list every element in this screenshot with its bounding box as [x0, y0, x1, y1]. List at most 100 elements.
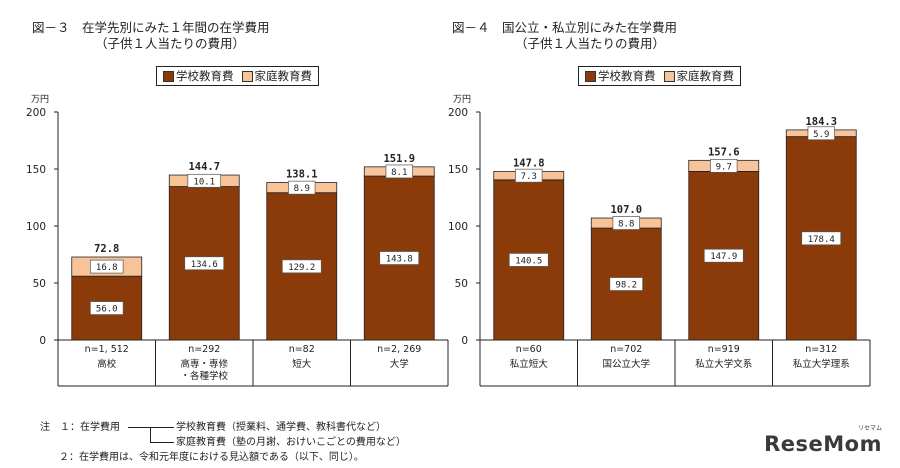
chart2-y-tick-label: 50 — [455, 278, 468, 290]
chart2-sample-size-label: n=60 — [516, 344, 542, 355]
chart1-home-value-label-box — [89, 259, 124, 274]
legend-home-label: 家庭教育費 — [676, 69, 735, 83]
legend-home-fee: 家庭教育費 — [663, 68, 735, 84]
chart1-title-line2: （子供１人当たりの費用） — [95, 36, 246, 51]
legend-home-swatch — [663, 70, 675, 82]
chart1-sample-size-label: n=292 — [188, 344, 220, 355]
chart1-total-label: 151.9 — [383, 153, 415, 165]
chart2-total-label: 107.0 — [610, 204, 642, 216]
chart2-y-tick-label: 0 — [461, 335, 468, 347]
legend-home-fee: 家庭教育費 — [241, 68, 313, 84]
chart1-total-label: 72.8 — [94, 243, 119, 255]
chart1-y-tick-label: 100 — [26, 221, 46, 233]
chart2-y-tick-label: 100 — [448, 221, 468, 233]
chart2-sample-size-label: n=312 — [805, 344, 837, 355]
chart2-home-value-label-box — [807, 126, 835, 141]
chart2-school-value-label: 147.9 — [710, 252, 737, 262]
chart2-school-value-label: 98.2 — [615, 281, 637, 291]
chart2-home-value-label: 8.8 — [618, 220, 634, 230]
chart1-home-value-label: 10.1 — [193, 177, 215, 187]
chart1-sample-size-label: n=1, 512 — [85, 344, 129, 355]
chart2-home-value-label-box — [710, 159, 738, 173]
resemom-logo: ReseMom リセマム — [764, 425, 882, 456]
note-1-prefix: 注 １：在学費用 — [40, 422, 120, 433]
note-bracket-vertical — [150, 428, 151, 442]
legend-school-fee: 学校教育費 — [585, 68, 656, 84]
chart1-category-label: 高専・専修 — [180, 358, 228, 370]
chart1-legend: 学校教育費 家庭教育費 — [156, 66, 319, 86]
chart1-home-value-label-box — [385, 164, 413, 179]
chart1-school-value-label: 134.6 — [191, 260, 218, 270]
chart2-y-unit: 万円 — [453, 94, 471, 105]
chart2-school-value-label: 140.5 — [515, 256, 542, 266]
chart2-title-line2: （子供１人当たりの費用） — [515, 36, 666, 51]
chart1-y-tick-label: 150 — [26, 164, 46, 176]
chart1-category-label: ・各種学校 — [180, 370, 228, 382]
chart1-y-tick-label: 200 — [26, 107, 46, 119]
chart1-school-value-label-box — [281, 259, 322, 274]
chart2-category-label: 私立大学文系 — [695, 358, 752, 370]
chart2-school-value-label-box — [609, 277, 643, 291]
note-line-1: 注 １：在学費用 学校教育費（授業料、通学費、教科書代など） — [40, 420, 386, 435]
note-bracket-bottom — [150, 442, 174, 443]
chart1-school-value-label: 56.0 — [96, 305, 118, 315]
chart1-school-value-label: 143.8 — [386, 255, 413, 265]
chart1-school-value-label-box — [89, 301, 124, 315]
note-line-3: ２：在学費用は、令和元年度における見込額である（以下、同じ）。 — [40, 450, 364, 465]
chart2-total-label: 147.8 — [513, 158, 545, 170]
legend-school-swatch — [163, 70, 174, 82]
chart1-school-value-label-box — [184, 256, 225, 271]
chart2-home-value-label: 5.9 — [813, 130, 829, 140]
note-school-text: 学校教育費（授業料、通学費、教科書代など） — [176, 422, 386, 433]
legend-school-fee: 学校教育費 — [163, 68, 234, 84]
chart2-sample-size-label: n=919 — [708, 344, 740, 355]
chart2-home-value-label-box — [612, 216, 640, 230]
legend-school-label: 学校教育費 — [598, 69, 656, 83]
chart1-home-value-label-box — [288, 180, 316, 195]
chart1-total-label: 138.1 — [286, 169, 318, 181]
chart2-total-label: 157.6 — [708, 146, 740, 158]
chart1-total-label: 144.7 — [188, 161, 220, 173]
chart1-home-value-label: 16.8 — [96, 263, 118, 273]
chart2-y-tick-label: 200 — [448, 107, 468, 119]
charts-canvas: 万円 0 50 100 150 200 56.0 16.8 72.8 n=1, 512 高校 134.… — [26, 94, 871, 387]
chart2-category-label: 国公立大学 — [602, 358, 650, 370]
chart2-category-label: 私立大学理系 — [793, 358, 850, 370]
logo-text: ReseMom — [764, 432, 882, 456]
chart2-legend: 学校教育費 家庭教育費 — [578, 66, 741, 86]
chart1-y-unit: 万円 — [31, 94, 49, 105]
chart2-home-value-label: 7.3 — [521, 172, 537, 182]
chart1-sample-size-label: n=82 — [289, 344, 315, 355]
chart2-home-value-label: 9.7 — [716, 162, 732, 172]
chart1-home-value-label: 8.9 — [294, 184, 310, 194]
footnotes: 注 １：在学費用 学校教育費（授業料、通学費、教科書代など） 家庭教育費（塾の月… — [40, 420, 406, 465]
chart2-school-value-label: 178.4 — [808, 235, 835, 245]
note-line-2: 家庭教育費（塾の月謝、おけいこごとの費用など） — [40, 428, 406, 450]
chart1-category-label: 短大 — [292, 358, 312, 370]
note-home-text: 家庭教育費（塾の月謝、おけいこごとの費用など） — [176, 437, 406, 448]
chart1-school-value-label: 129.2 — [288, 263, 315, 273]
note-2-text: ２：在学費用は、令和元年度における見込額である（以下、同じ）。 — [59, 452, 364, 463]
chart1-school-value-label-box — [379, 251, 420, 265]
chart2-y-tick-label: 150 — [448, 164, 468, 176]
chart2-school-value-label-box — [508, 253, 549, 267]
legend-home-swatch — [241, 70, 253, 82]
chart1-y-tick-label: 0 — [39, 335, 46, 347]
chart2-category-label: 私立短大 — [510, 358, 549, 370]
chart2-sample-size-label: n=702 — [610, 344, 642, 355]
chart2-total-label: 184.3 — [805, 116, 837, 128]
chart1-category-label: 大学 — [390, 358, 409, 370]
chart1-category-label: 高校 — [97, 358, 117, 370]
logo-ruby: リセマム — [857, 425, 882, 432]
chart1-title-line1: 図－３ 在学先別にみた１年間の在学費用 — [32, 20, 270, 35]
chart1-home-value-label: 8.1 — [391, 168, 407, 178]
note-bracket-top — [128, 427, 174, 428]
legend-school-label: 学校教育費 — [176, 69, 234, 83]
chart1-sample-size-label: n=2, 269 — [377, 344, 421, 355]
chart2-school-value-label-box — [801, 231, 842, 246]
legend-home-label: 家庭教育費 — [254, 69, 313, 83]
chart1-y-tick-label: 50 — [33, 278, 46, 290]
chart2-school-value-label-box — [703, 248, 744, 263]
chart1-home-value-label-box — [187, 173, 222, 188]
chart2-title-line1: 図－４ 国公立・私立別にみた在学費用 — [452, 20, 678, 35]
